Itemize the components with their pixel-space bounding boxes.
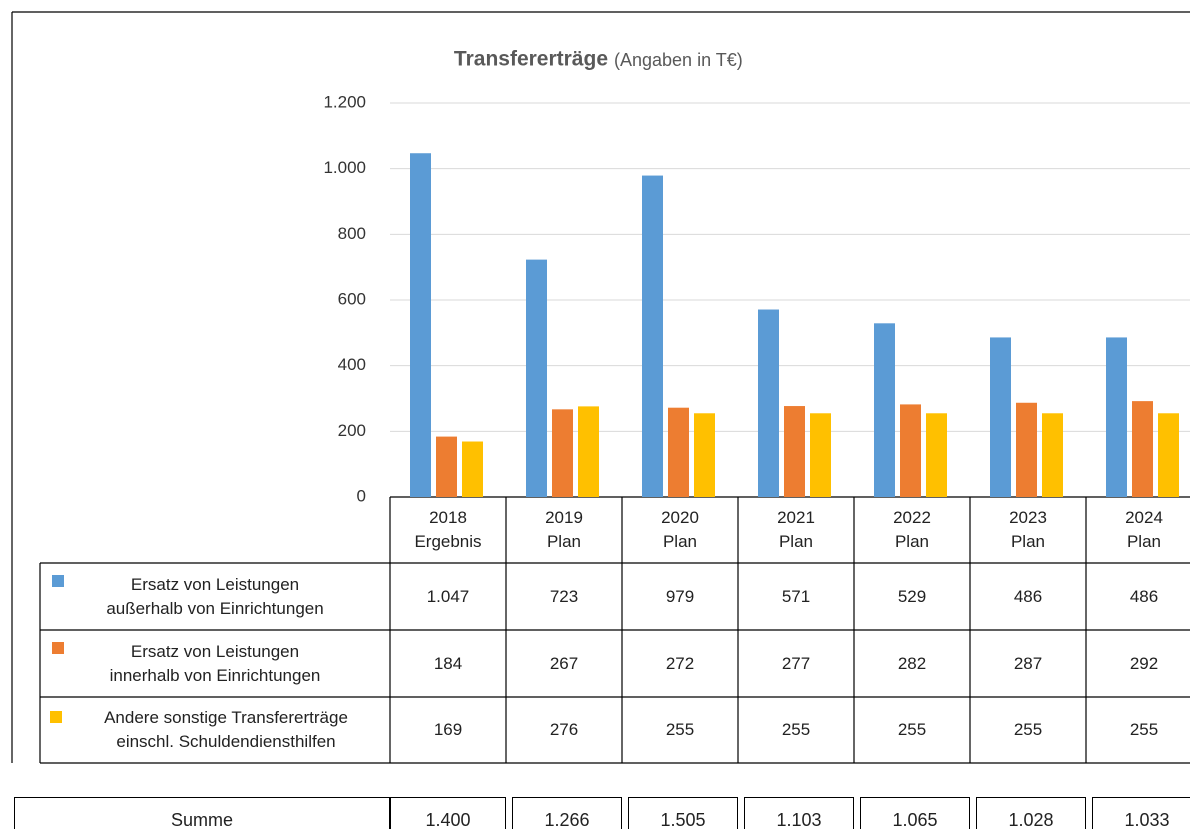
summe-value: 1.103 (744, 797, 854, 829)
table-value: 571 (781, 586, 811, 606)
table-value: 723 (549, 586, 579, 606)
bar (578, 406, 599, 497)
table-value: 255 (1129, 720, 1159, 739)
y-tick-label: 1.000 (323, 158, 366, 177)
bar (784, 406, 805, 497)
summe-value: 1.505 (628, 797, 738, 829)
summe-value: 1.033 (1092, 797, 1190, 829)
chart-subtitle: (Angaben in T€) (614, 50, 743, 70)
y-tick-label: 1.200 (323, 92, 366, 111)
category-label: 2024 Plan (1125, 508, 1163, 551)
legend-label: Andere sonstige Transfererträge einschl.… (104, 708, 348, 751)
legend-label: Ersatz von Leistungen außerhalb von Einr… (106, 574, 324, 618)
bar (436, 436, 457, 497)
y-tick-label: 200 (338, 421, 366, 440)
table-value: 979 (665, 586, 695, 606)
legend-swatch (52, 575, 64, 587)
summe-value: 1.266 (512, 797, 622, 829)
y-tick-label: 0 (357, 486, 366, 505)
table-value: 1.047 (426, 586, 470, 606)
summe-label: Summe (14, 797, 390, 829)
category-label: 2022 Plan (893, 508, 931, 551)
chart-title: Transfererträge (454, 48, 608, 71)
table-value: 292 (1129, 653, 1159, 673)
category-label: 2020 Plan (661, 508, 699, 551)
bar (410, 153, 431, 498)
bar (990, 337, 1011, 497)
bar (874, 323, 895, 497)
table-value: 282 (897, 653, 927, 673)
bar (1158, 413, 1179, 497)
bar (552, 409, 573, 497)
legend-swatch (52, 642, 64, 654)
category-label: 2023 Plan (1009, 508, 1047, 551)
summe-value: 1.028 (976, 797, 1086, 829)
bar (810, 413, 831, 497)
y-tick-label: 400 (338, 355, 366, 374)
category-label: 2019 Plan (545, 508, 583, 551)
table-value: 486 (1013, 586, 1043, 606)
y-tick-label: 800 (338, 224, 366, 243)
table-value: 255 (1013, 720, 1043, 739)
bar (526, 259, 547, 497)
legend-label: Ersatz von Leistungen innerhalb von Einr… (109, 641, 321, 685)
table-value: 184 (433, 653, 463, 673)
bar (900, 404, 921, 497)
table-value: 255 (897, 720, 927, 739)
bar (642, 175, 663, 498)
summe-value: 1.400 (390, 797, 506, 829)
bar (1132, 401, 1153, 497)
table-value: 287 (1013, 653, 1043, 673)
bar (1106, 337, 1127, 497)
table-value: 486 (1129, 586, 1159, 606)
table-value: 169 (433, 720, 463, 739)
bar (1042, 413, 1063, 497)
bar (926, 413, 947, 497)
bar (694, 413, 715, 497)
bar (1016, 402, 1037, 497)
y-tick-label: 600 (338, 289, 366, 308)
bar (758, 309, 779, 497)
table-value: 277 (781, 653, 811, 673)
category-label: 2018 Ergebnis (414, 508, 482, 551)
table-value: 255 (781, 720, 811, 739)
table-value: 529 (897, 586, 927, 606)
summe-value: 1.065 (860, 797, 970, 829)
table-value: 255 (665, 720, 695, 739)
legend-swatch (50, 711, 62, 723)
table-value: 272 (665, 653, 695, 673)
category-label: 2021 Plan (777, 508, 815, 551)
bar (462, 441, 483, 497)
table-value: 276 (549, 720, 579, 739)
table-value: 267 (549, 653, 579, 673)
bar (668, 407, 689, 497)
